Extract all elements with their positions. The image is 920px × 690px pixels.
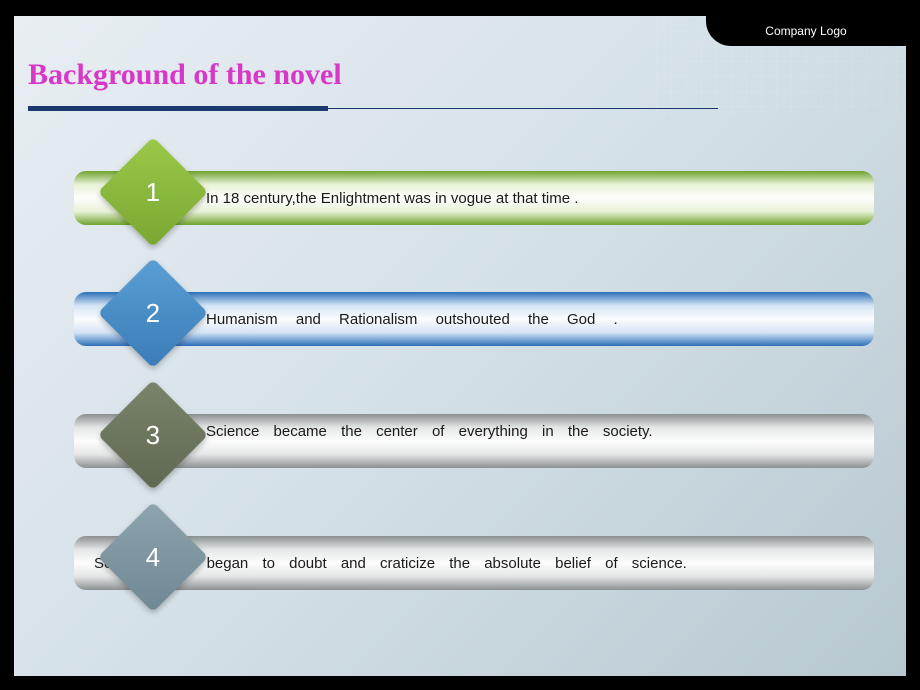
list-item-2: Humanism and Rationalism outshouted the …: [74, 292, 874, 346]
diamond-1: 1: [98, 137, 208, 247]
diamond-3: 3: [98, 380, 208, 490]
item-number-2: 2: [146, 298, 160, 329]
title-underline-thin: [328, 108, 718, 109]
item-text-4: Some people began to doubt and craticize…: [94, 555, 854, 572]
title-underline-thick: [28, 106, 328, 111]
logo-text: Company Logo: [765, 24, 846, 38]
item-text-1: In 18 century,the Enlightment was in vog…: [206, 190, 854, 207]
item-text-2: Humanism and Rationalism outshouted the …: [206, 311, 854, 328]
item-number-1: 1: [146, 177, 160, 208]
page-title: Background of the novel: [28, 58, 342, 92]
diamond-2: 2: [98, 258, 208, 368]
item-number-4: 4: [146, 542, 160, 573]
item-text-3: Science became the center of everything …: [206, 422, 854, 442]
list-item-4: Some people began to doubt and craticize…: [74, 536, 874, 590]
logo-tab: Company Logo: [706, 16, 906, 46]
list-item-3: Science became the center of everything …: [74, 414, 874, 468]
slide-background: Company Logo Background of the novel In …: [14, 16, 906, 676]
diamond-4: 4: [98, 502, 208, 612]
list-item-1: In 18 century,the Enlightment was in vog…: [74, 171, 874, 225]
item-number-3: 3: [146, 420, 160, 451]
